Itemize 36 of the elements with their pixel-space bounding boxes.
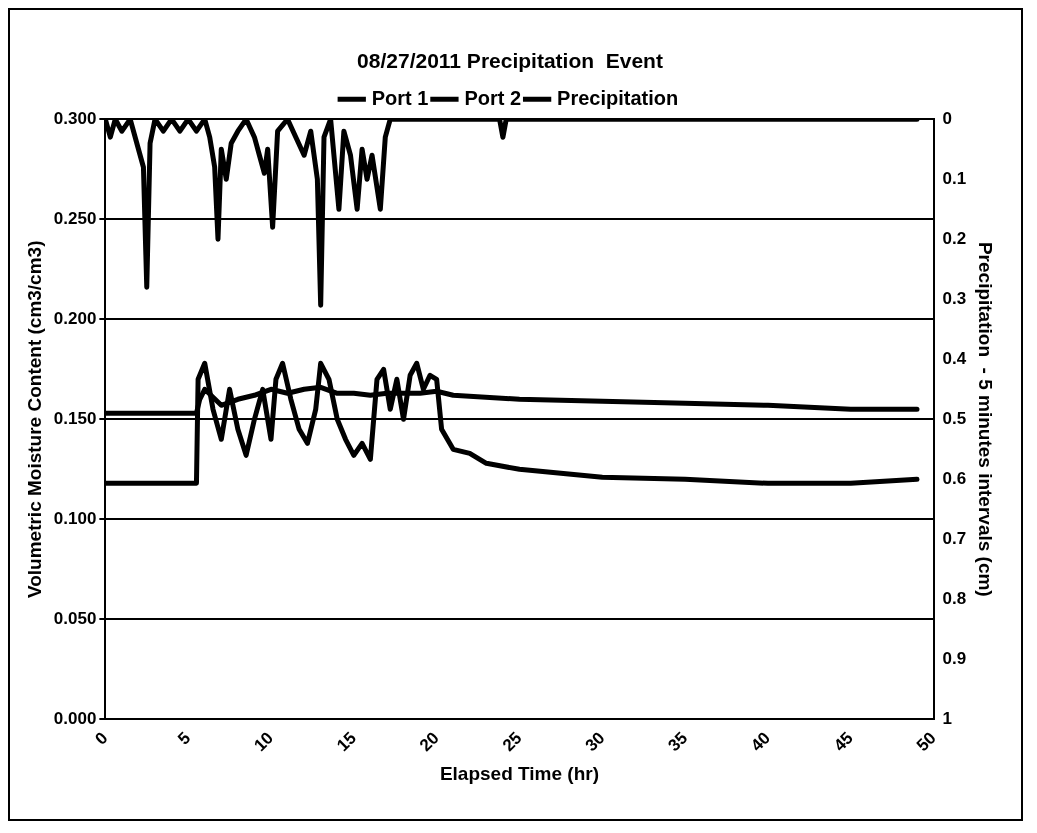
y2-tick-label: 0.1 [942, 168, 967, 188]
y2-tick-label: 0.4 [942, 348, 967, 368]
x-tick-label: 50 [912, 728, 940, 756]
x-tick-label: 0 [91, 728, 112, 749]
y2-tick-label: 1 [942, 709, 953, 729]
y-tick-label: 0.000 [53, 709, 97, 729]
x-tick-label: 20 [415, 728, 443, 756]
y-tick-label: 0.300 [53, 108, 97, 128]
x-tick-label: 25 [498, 728, 526, 756]
x-tick-label: 40 [747, 728, 775, 756]
x-tick-label: 15 [333, 728, 360, 756]
y-tick-label: 0.250 [53, 208, 97, 228]
x-tick-label: 35 [664, 728, 692, 756]
y-tick-label: 0.150 [53, 408, 97, 428]
x-tick-label: 10 [250, 728, 278, 756]
x-axis-title: Elapsed Time (hr) [439, 762, 599, 784]
y2-tick-label: 0.7 [942, 529, 967, 549]
y-axis-title: Volumetric Moisture Content (cm3/cm3) [23, 240, 45, 599]
legend-label: Port 2 [464, 86, 522, 109]
y-tick-label: 0.100 [53, 509, 97, 529]
y-tick-label: 0.050 [53, 609, 97, 629]
x-tick-label: 30 [581, 728, 609, 756]
y-tick-label: 0.200 [53, 308, 97, 328]
legend-label: Port 1 [371, 86, 429, 109]
y2-tick-label: 0.5 [942, 408, 967, 428]
x-tick-label: 45 [830, 728, 857, 756]
y2-axis-title: Precipitation - 5 minutes intervals (cm) [975, 241, 997, 597]
y2-tick-label: 0.8 [942, 589, 967, 609]
y2-tick-label: 0 [942, 108, 953, 128]
y2-tick-label: 0.6 [942, 469, 967, 489]
y2-tick-label: 0.3 [942, 288, 967, 308]
y2-tick-label: 0.9 [942, 649, 967, 669]
chart-title: 08/27/2011 Precipitation Event [357, 49, 663, 73]
legend-label: Precipitation [557, 86, 679, 109]
x-tick-label: 5 [174, 728, 195, 749]
y2-tick-label: 0.2 [942, 228, 967, 248]
